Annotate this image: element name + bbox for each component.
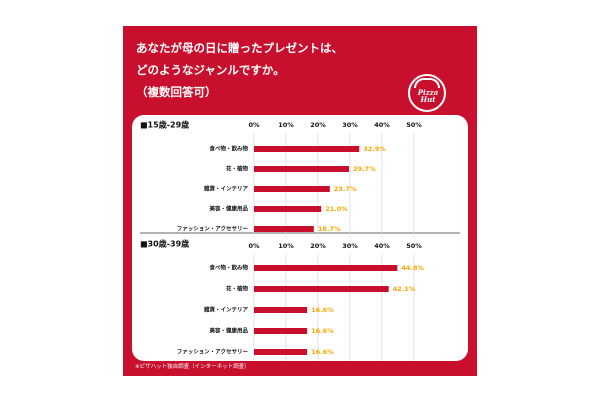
category-label: 食べ物・飲み物 — [208, 145, 248, 153]
bar — [254, 166, 350, 172]
value-label: 32.9% — [363, 145, 386, 153]
roof-icon — [414, 78, 440, 88]
category-label: 美容・健康用品 — [209, 327, 248, 335]
category-label: 花・植物 — [226, 165, 249, 173]
bar — [254, 307, 308, 313]
panel-title-1: ■15歳-29歳 — [140, 120, 189, 130]
value-label: 18.7% — [318, 225, 341, 233]
title-line-3: （複数回答可） — [136, 85, 217, 99]
x-tick-label: 30% — [342, 242, 358, 250]
x-tick-label: 30% — [342, 121, 358, 129]
bar — [254, 186, 330, 192]
x-tick-label: 50% — [406, 242, 422, 250]
chart-svg: ■15歳-29歳 0% 10% 20% 30% 40% 50% 食べ物・飲み物 32.9% 花・植… — [140, 120, 460, 361]
bar — [254, 265, 398, 271]
x-tick-label: 10% — [278, 121, 294, 129]
bar — [254, 349, 308, 355]
x-tick-label: 40% — [374, 121, 390, 129]
x-tick-label: 50% — [406, 121, 422, 129]
x-tick-label: 0% — [248, 121, 260, 129]
title-line-1: あなたが母の日に贈ったプレゼントは、 — [136, 41, 343, 55]
logo-brand-line-1: Pizza — [417, 88, 439, 97]
chart-card: ■15歳-29歳 0% 10% 20% 30% 40% 50% 食べ物・飲み物 32.9% 花・植… — [132, 115, 468, 361]
value-label: 16.6% — [311, 327, 334, 335]
value-label: 29.7% — [353, 165, 376, 173]
x-tick-label: 20% — [310, 242, 326, 250]
x-tick-label: 10% — [278, 242, 294, 250]
category-label: 雑貨・インテリア — [203, 185, 249, 193]
category-label: ファッション・アクセサリー — [177, 225, 249, 233]
logo-brand-line-2: Hut — [420, 95, 436, 104]
category-label: 美容・健康用品 — [209, 205, 248, 213]
value-label: 16.6% — [311, 306, 334, 314]
category-label: 食べ物・飲み物 — [208, 264, 248, 272]
title-line-2: どのようなジャンルですか。 — [136, 63, 285, 77]
pizza-hut-logo-icon: Pizza Hut — [408, 74, 446, 112]
value-label: 16.6% — [311, 348, 334, 356]
value-label: 42.1% — [393, 285, 416, 293]
value-label: 44.8% — [401, 264, 424, 272]
logo-brand-text: Pizza Hut — [411, 89, 445, 103]
category-label: ファッション・アクセサリー — [177, 348, 249, 356]
value-label: 21.0% — [325, 205, 348, 213]
bar — [254, 286, 389, 292]
bar — [254, 146, 360, 152]
bar — [254, 226, 314, 232]
footnote: ※ピザハット独自調査（インターネット調査） — [135, 364, 250, 370]
category-label: 雑貨・インテリア — [203, 306, 249, 314]
x-tick-label: 0% — [248, 242, 260, 250]
category-label: 花・植物 — [226, 285, 249, 293]
x-tick-label: 20% — [310, 121, 326, 129]
x-tick-label: 40% — [374, 242, 390, 250]
panel-title-2: ■30歳-39歳 — [140, 239, 189, 249]
bar — [254, 328, 308, 334]
bar — [254, 206, 322, 212]
value-label: 23.7% — [334, 185, 357, 193]
survey-poster: あなたが母の日に贈ったプレゼントは、 どのようなジャンルですか。 （複数回答可）… — [123, 26, 477, 376]
